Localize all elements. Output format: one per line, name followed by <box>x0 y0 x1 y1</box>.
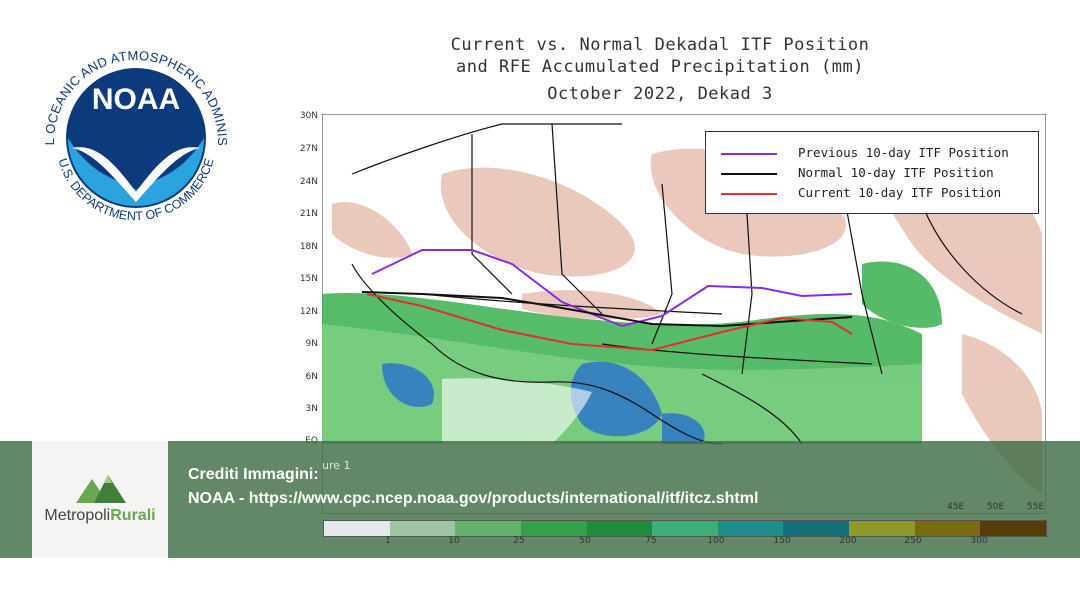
noaa-wordmark: NOAA <box>92 83 180 116</box>
metropolirurali-logo: MetropoliRurali <box>32 441 168 558</box>
legend-swatch <box>721 173 777 175</box>
credit-band <box>0 441 1080 558</box>
lat-label: 30N <box>299 111 318 121</box>
lat-label: 27N <box>299 144 318 154</box>
legend-item-previous: Previous 10-day ITF Position <box>706 143 1038 163</box>
legend-swatch <box>721 153 777 155</box>
lat-label: 15N <box>299 274 318 284</box>
legend-item-normal: Normal 10-day ITF Position <box>706 163 1038 183</box>
lon-label: 45E <box>947 502 965 512</box>
noaa-logo: NOAA NATIONAL OCEANIC AND ATMOSPHERIC AD… <box>28 30 242 244</box>
legend-label: Normal 10-day ITF Position <box>798 165 994 180</box>
lat-label: 6N <box>305 372 318 382</box>
precipitation-colorbar <box>323 520 1047 537</box>
lat-label: 18N <box>299 242 318 252</box>
colorbar-tick: 25 <box>513 536 525 546</box>
figure-label: ure 1 <box>322 459 351 472</box>
lat-label: 3N <box>305 404 318 414</box>
colorbar-segment <box>783 521 850 536</box>
colorbar-tick: 50 <box>579 536 591 546</box>
lat-label: 24N <box>299 177 318 187</box>
colorbar-tick: 150 <box>773 536 791 546</box>
lat-label: 9N <box>305 339 318 349</box>
colorbar-tick: 1 <box>385 536 391 546</box>
credit-source-link[interactable]: NOAA - https://www.cpc.ncep.noaa.gov/pro… <box>188 490 759 507</box>
colorbar-segment <box>455 521 521 536</box>
colorbar-segment <box>914 521 981 536</box>
colorbar-segment <box>717 521 784 536</box>
legend-label: Current 10-day ITF Position <box>798 185 1002 200</box>
map-title-line1: Current vs. Normal Dekadal ITF Position <box>450 35 870 55</box>
lon-label: 50E <box>987 502 1005 512</box>
colorbar-tick: 100 <box>707 536 725 546</box>
colorbar-segment <box>980 521 1047 536</box>
colorbar-tick: 250 <box>904 536 922 546</box>
colorbar-segment <box>586 521 653 536</box>
legend-item-current: Current 10-day ITF Position <box>706 183 1038 203</box>
colorbar-segment <box>520 521 587 536</box>
colorbar-tick: 300 <box>970 536 988 546</box>
credit-heading: Crediti Immagini: <box>188 466 319 483</box>
legend-label: Previous 10-day ITF Position <box>798 145 1009 160</box>
lon-label: 55E <box>1027 502 1045 512</box>
brand-name: MetropoliRurali <box>32 507 168 525</box>
brand-name-bold: Rurali <box>110 507 156 524</box>
lat-label: 12N <box>299 307 318 317</box>
colorbar-tick: 200 <box>839 536 857 546</box>
colorbar-segment <box>849 521 915 536</box>
colorbar-tick: 75 <box>645 536 657 546</box>
colorbar-tick: 10 <box>448 536 460 546</box>
map-title-line2: and RFE Accumulated Precipitation (mm) <box>456 57 864 77</box>
colorbar-segment <box>652 521 718 536</box>
map-legend: Previous 10-day ITF Position Normal 10-d… <box>705 131 1039 214</box>
lat-label: 21N <box>299 209 318 219</box>
mountains-icon <box>76 475 126 503</box>
brand-name-regular: Metropoli <box>44 507 111 524</box>
colorbar-segment <box>389 521 456 536</box>
colorbar-segment <box>324 521 390 536</box>
map-title-line3: October 2022, Dekad 3 <box>547 84 773 104</box>
legend-swatch <box>721 193 777 195</box>
